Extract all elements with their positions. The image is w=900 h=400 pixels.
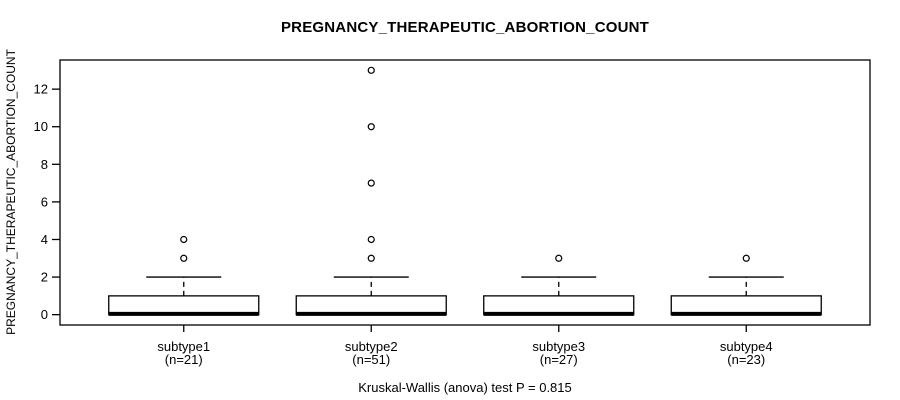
x-tick-label: subtype4 (720, 339, 773, 354)
outlier-point (367, 179, 375, 187)
x-tick-sublabel: (n=51) (352, 352, 390, 367)
outlier-point (367, 235, 375, 244)
iqr-box (670, 295, 822, 316)
x-tick-sublabel: (n=27) (540, 352, 578, 367)
iqr-box (295, 295, 447, 316)
y-tick-label: 12 (34, 82, 48, 97)
y-tick-label: 4 (41, 232, 48, 247)
iqr-box (108, 295, 260, 316)
x-tick-label: subtype2 (345, 339, 398, 354)
outlier-point (180, 235, 188, 244)
plot-frame (59, 59, 871, 326)
x-tick-label: subtype1 (157, 339, 210, 354)
y-tick-label: 2 (41, 270, 48, 285)
y-tick-label: 0 (41, 307, 48, 322)
x-tick-sublabel: (n=21) (165, 352, 203, 367)
outlier-point (367, 66, 375, 74)
outlier-point (555, 254, 563, 262)
y-tick-label: 6 (41, 194, 48, 209)
stat-test-caption: Kruskal-Wallis (anova) test P = 0.815 (358, 380, 572, 395)
outlier-point (180, 254, 188, 262)
y-tick-label: 8 (41, 157, 48, 172)
iqr-box (483, 295, 635, 316)
x-tick-label: subtype3 (532, 339, 585, 354)
outlier-point (367, 123, 375, 131)
y-tick-label: 10 (34, 119, 48, 134)
outlier-point (742, 254, 750, 262)
outlier-point (367, 254, 375, 262)
x-tick-sublabel: (n=23) (727, 352, 765, 367)
chart-title: PREGNANCY_THERAPEUTIC_ABORTION_COUNT (280, 19, 650, 36)
